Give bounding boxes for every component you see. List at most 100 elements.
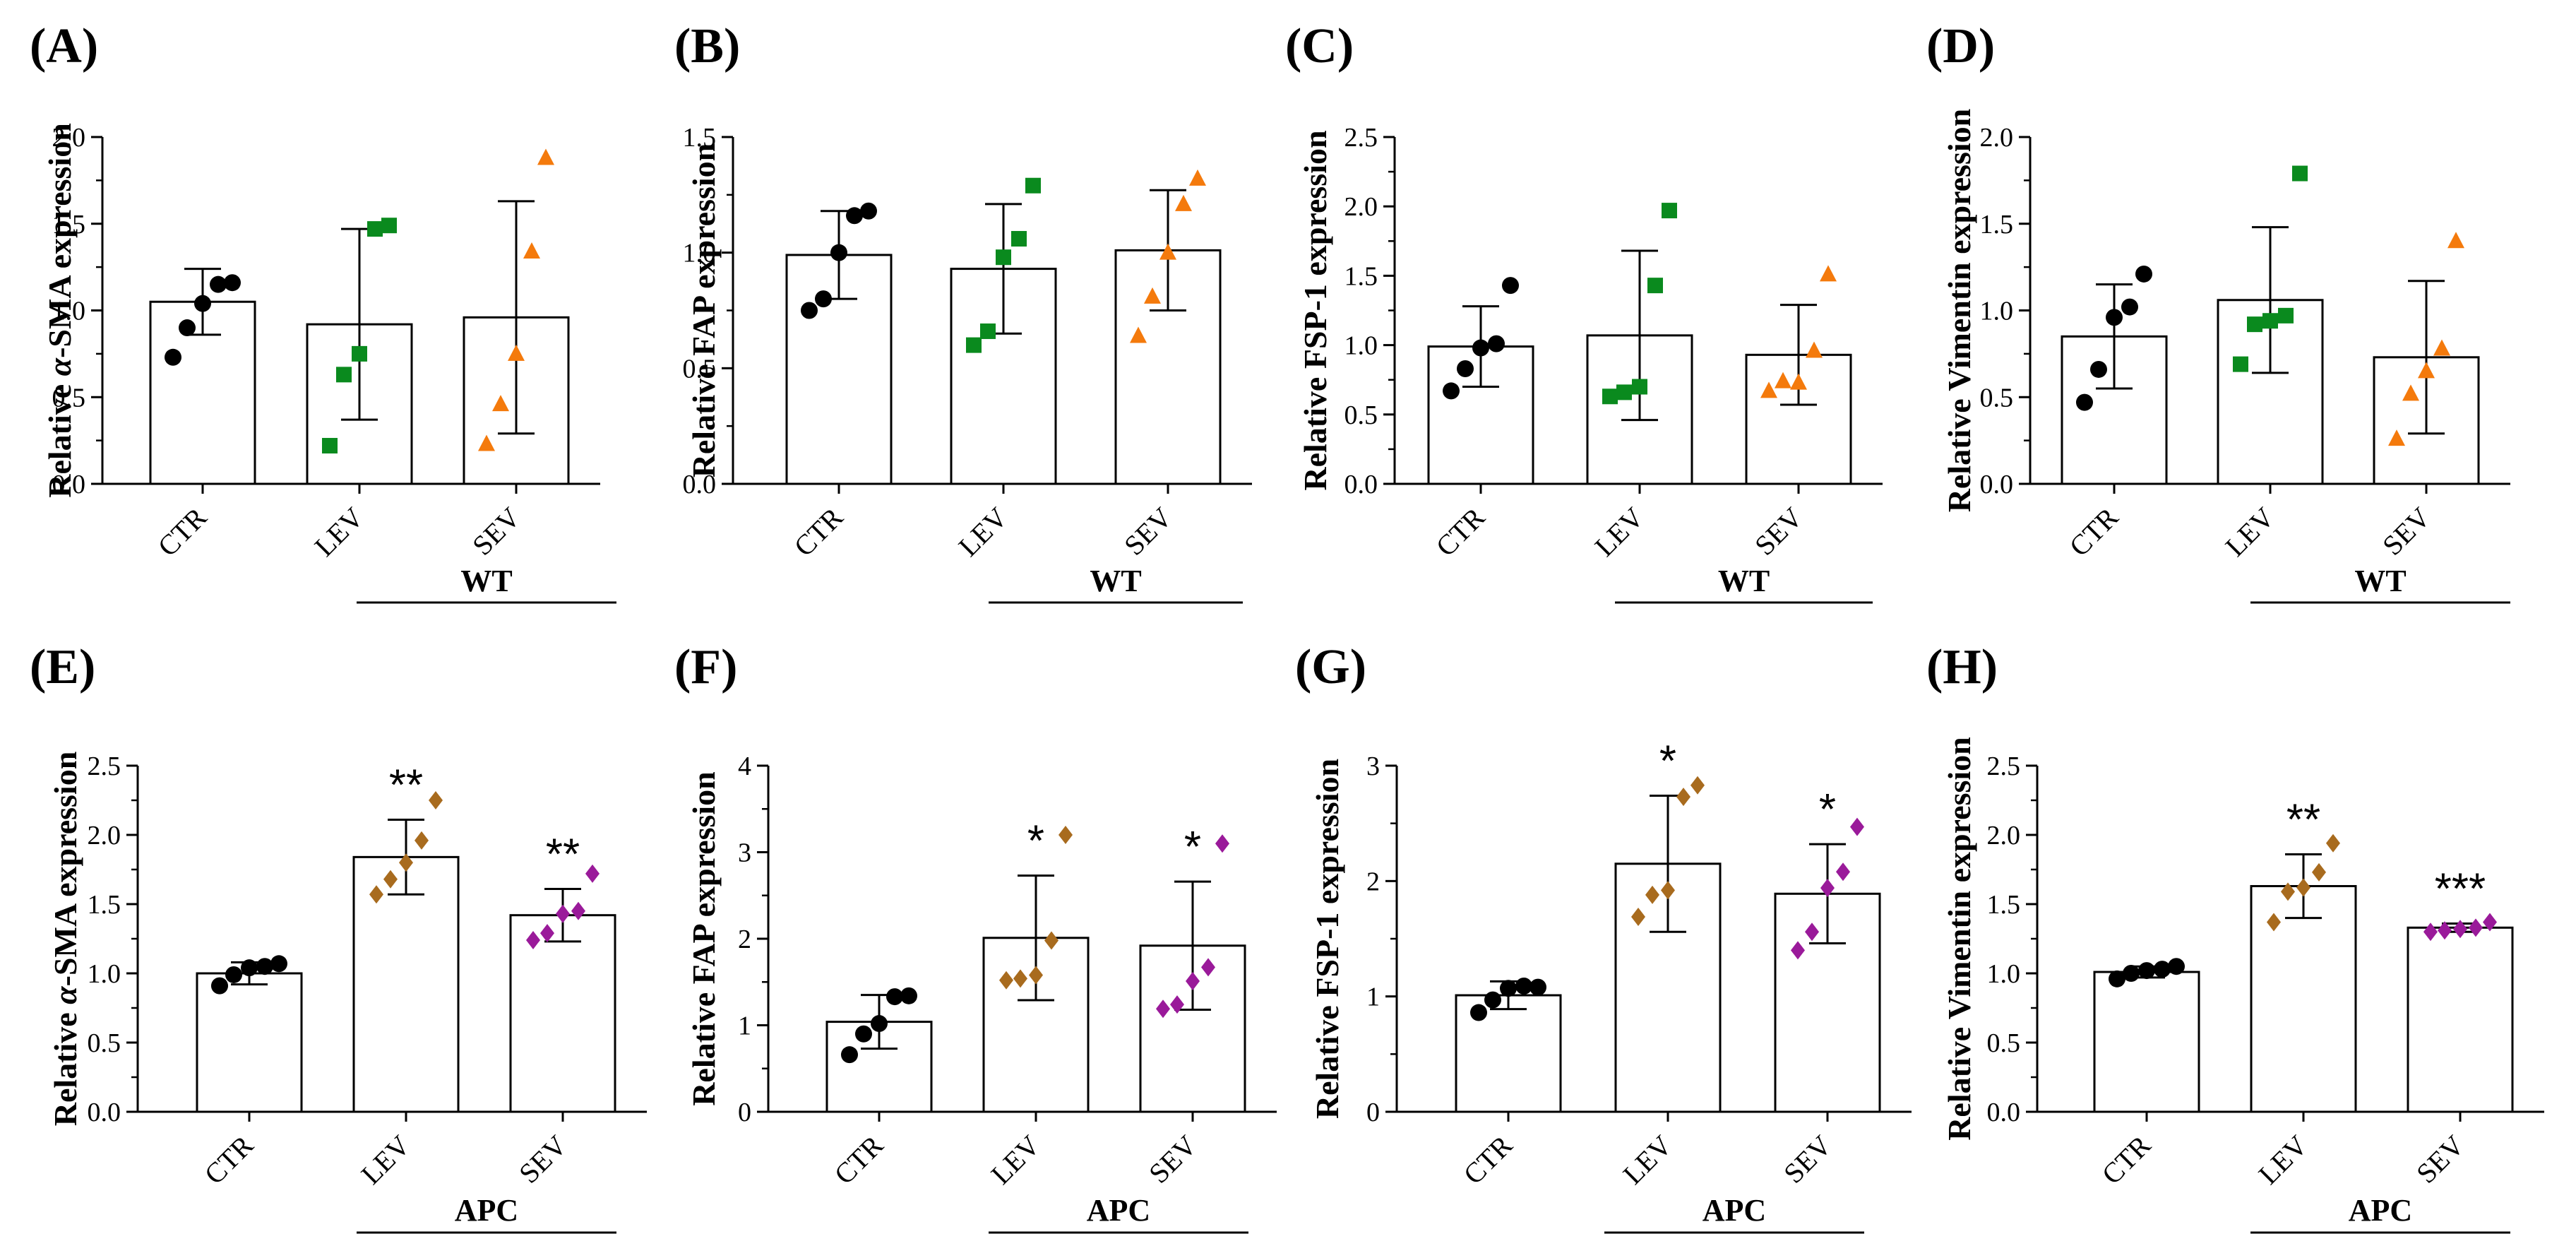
panel-a: (A)Relative α-SMA expression0.00.51.01.5… bbox=[30, 19, 616, 604]
data-point bbox=[556, 904, 570, 923]
data-point bbox=[1515, 977, 1532, 995]
data-point bbox=[537, 148, 554, 165]
data-point bbox=[2135, 265, 2152, 283]
significance-stars: ** bbox=[2286, 795, 2320, 844]
panel-label: (G) bbox=[1295, 640, 1366, 694]
y-tick-label: 2.5 bbox=[1987, 752, 2021, 781]
data-point bbox=[2433, 339, 2450, 356]
data-point bbox=[2090, 360, 2107, 378]
panel-label: (H) bbox=[1926, 640, 1998, 694]
y-tick-label: 1.5 bbox=[52, 210, 86, 239]
panel-g: (G) Relative FSP-1 expression 0 1 2 3 CTR LEV * S… bbox=[1295, 640, 1912, 1234]
data-point bbox=[2388, 429, 2405, 446]
data-point bbox=[2453, 920, 2467, 939]
y-axis-label-text: Relative FSP-1 expression bbox=[1309, 759, 1345, 1119]
x-tick-label: CTR bbox=[152, 501, 213, 562]
panel-d: (D) Relative Vimentin expression 0.0 0.5 1.0… bbox=[1926, 19, 2510, 604]
y-tick-label: 2.0 bbox=[1344, 192, 1378, 222]
y-axis-label: Relative Vimentin expression bbox=[1941, 737, 1977, 1141]
y-tick-label: 0.5 bbox=[1344, 400, 1378, 430]
y-tick-label: 0.0 bbox=[1980, 470, 2014, 499]
data-point bbox=[1170, 995, 1184, 1014]
x-tick-label: CTR bbox=[1457, 1129, 1519, 1190]
data-point bbox=[999, 971, 1013, 990]
data-point bbox=[492, 395, 509, 412]
x-tick-label: LEV bbox=[953, 501, 1014, 562]
data-point bbox=[2469, 918, 2483, 937]
significance-stars: ** bbox=[546, 830, 580, 879]
y-axis-label-greek: α bbox=[47, 985, 83, 1004]
data-point bbox=[2106, 309, 2123, 326]
y-tick-label: 0.5 bbox=[1987, 1028, 2021, 1058]
x-tick-label: SEV bbox=[513, 1129, 573, 1189]
y-axis-label-text: Relative FAP expression bbox=[686, 771, 722, 1106]
y-tick-label: 2.0 bbox=[52, 123, 86, 153]
data-point bbox=[179, 319, 196, 337]
y-tick-label: 1 bbox=[1366, 983, 1380, 1012]
significance-stars: * bbox=[1659, 737, 1676, 785]
data-point bbox=[1820, 265, 1837, 282]
significance-stars: *** bbox=[2435, 865, 2486, 913]
data-point bbox=[2483, 913, 2497, 932]
y-tick-label: 2.5 bbox=[1344, 123, 1378, 153]
data-point bbox=[1850, 817, 1864, 836]
data-point bbox=[2123, 965, 2140, 982]
panel-f: (F) Relative FAP expression 0 1 2 3 4 CTR LEV * SE… bbox=[674, 640, 1277, 1234]
y-tick-label: 0 bbox=[738, 1098, 751, 1127]
x-tick-label: CTR bbox=[1430, 501, 1491, 562]
group-label: APC bbox=[1087, 1193, 1150, 1228]
y-tick-label: 0.0 bbox=[683, 470, 717, 499]
data-point bbox=[1645, 885, 1659, 904]
data-point bbox=[830, 244, 847, 261]
x-tick-label: LEV bbox=[309, 501, 370, 562]
y-tick-label: 2.0 bbox=[1987, 821, 2021, 850]
data-point bbox=[194, 295, 211, 312]
data-point bbox=[1602, 388, 1618, 405]
panel-label: (A) bbox=[30, 19, 98, 73]
y-tick-label: 1.5 bbox=[88, 890, 121, 920]
data-point bbox=[2109, 970, 2125, 987]
data-point bbox=[2402, 384, 2419, 401]
data-point bbox=[1189, 169, 1206, 186]
data-point bbox=[1457, 360, 1474, 377]
data-point bbox=[966, 337, 982, 353]
data-point bbox=[2262, 313, 2278, 329]
data-point bbox=[846, 207, 863, 225]
data-point bbox=[1484, 991, 1501, 1009]
y-axis-label-text: Relative FSP-1 expression bbox=[1297, 130, 1333, 490]
group-label: WT bbox=[2354, 564, 2406, 598]
y-tick-label: 0.5 bbox=[683, 354, 717, 384]
data-point bbox=[2168, 958, 2185, 975]
data-point bbox=[1530, 978, 1546, 996]
y-axis-label-suffix: -SMA expression bbox=[47, 752, 83, 987]
y-tick-label: 2.0 bbox=[88, 821, 121, 850]
x-tick-label: SEV bbox=[1748, 501, 1808, 561]
data-point bbox=[2292, 165, 2308, 182]
data-point bbox=[2447, 232, 2464, 249]
x-tick-label: CTR bbox=[2063, 501, 2125, 562]
y-tick-label: 1.0 bbox=[1987, 959, 2021, 989]
data-point bbox=[996, 249, 1011, 266]
y-axis-label: Relative Vimentin expression bbox=[1941, 109, 1977, 513]
panel-label: (F) bbox=[674, 640, 737, 694]
data-point bbox=[2247, 316, 2262, 333]
group-label: WT bbox=[460, 564, 512, 598]
x-tick-label: CTR bbox=[788, 501, 849, 562]
data-point bbox=[1791, 941, 1805, 960]
data-point bbox=[241, 959, 258, 977]
x-tick-label: CTR bbox=[828, 1129, 890, 1190]
y-axis-label: Relative α-SMA expression bbox=[47, 752, 83, 1127]
y-tick-label: 0.0 bbox=[88, 1098, 121, 1127]
y-tick-label: 0.5 bbox=[88, 1028, 121, 1058]
x-tick-label: LEV bbox=[1589, 501, 1650, 562]
significance-stars: * bbox=[1819, 785, 1836, 834]
data-point bbox=[2418, 362, 2435, 379]
panel-label: (D) bbox=[1926, 19, 1995, 73]
data-point bbox=[2326, 833, 2340, 853]
data-point bbox=[2281, 882, 2295, 901]
y-axis-label-text: Relative Vimentin expression bbox=[1941, 737, 1977, 1141]
data-point bbox=[1443, 382, 1460, 400]
y-tick-label: 0.0 bbox=[1987, 1098, 2021, 1127]
x-tick-label: SEV bbox=[1777, 1129, 1837, 1189]
data-point bbox=[1790, 373, 1807, 390]
